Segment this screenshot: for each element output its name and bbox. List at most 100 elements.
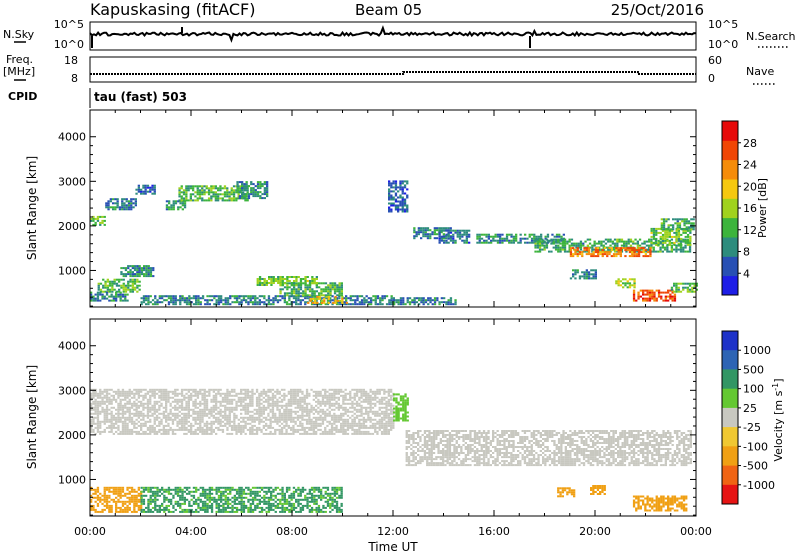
echo-cell bbox=[222, 303, 225, 306]
echo-cell bbox=[324, 428, 327, 431]
echo-cell bbox=[572, 253, 575, 256]
echo-cell bbox=[557, 244, 560, 247]
echo-cell bbox=[572, 247, 575, 250]
echo-cell bbox=[117, 394, 120, 397]
echo-cell bbox=[290, 292, 293, 295]
echo-cell bbox=[670, 286, 674, 289]
echo-cell bbox=[602, 244, 605, 247]
echo-cell bbox=[310, 424, 313, 427]
echo-cell bbox=[387, 404, 390, 407]
echo-cell bbox=[119, 508, 122, 511]
echo-cell bbox=[178, 426, 181, 429]
echo-cell bbox=[385, 390, 388, 393]
echo-cell bbox=[221, 392, 225, 395]
echo-cell bbox=[242, 398, 245, 401]
echo-cell bbox=[379, 299, 382, 302]
echo-cell bbox=[297, 288, 300, 291]
echo-cell bbox=[272, 297, 275, 300]
echo-cell bbox=[394, 184, 398, 187]
echo-cell bbox=[620, 240, 624, 243]
echo-cell bbox=[367, 410, 370, 413]
echo-cell bbox=[124, 430, 127, 433]
echo-cell bbox=[443, 239, 446, 242]
echo-cell bbox=[153, 390, 156, 393]
echo-cell bbox=[299, 416, 302, 419]
echo-cell bbox=[592, 269, 595, 272]
echo-cell bbox=[94, 508, 97, 511]
echo-cell bbox=[503, 237, 506, 240]
echo-cell bbox=[256, 183, 260, 186]
echo-cell bbox=[170, 208, 173, 211]
echo-cell bbox=[568, 250, 571, 253]
echo-cell bbox=[237, 422, 240, 425]
echo-cell bbox=[144, 432, 147, 435]
echo-cell bbox=[558, 241, 561, 244]
echo-cell bbox=[358, 404, 361, 407]
echo-cell bbox=[679, 282, 683, 285]
echo-cell bbox=[226, 396, 229, 399]
echo-cell bbox=[445, 227, 448, 230]
echo-cell bbox=[92, 428, 95, 431]
echo-cell bbox=[165, 402, 168, 405]
echo-cell bbox=[265, 392, 268, 395]
echo-cell bbox=[319, 392, 322, 395]
echo-cell bbox=[151, 390, 154, 393]
echo-cell bbox=[684, 239, 687, 242]
echo-cell bbox=[171, 406, 175, 409]
echo-cell bbox=[283, 292, 287, 295]
echo-cell bbox=[269, 396, 272, 399]
echo-cell bbox=[151, 408, 154, 411]
echo-cell bbox=[279, 295, 282, 298]
echo-cell bbox=[321, 422, 325, 425]
echo-cell bbox=[496, 239, 500, 242]
echo-cell bbox=[280, 418, 284, 421]
echo-cell bbox=[133, 404, 136, 407]
echo-cell bbox=[231, 301, 234, 304]
echo-cell bbox=[399, 196, 402, 199]
echo-cell bbox=[303, 398, 306, 401]
echo-cell bbox=[315, 416, 318, 419]
echo-cell bbox=[215, 295, 218, 298]
echo-cell bbox=[94, 492, 97, 495]
echo-cell bbox=[162, 388, 165, 391]
echo-cell bbox=[285, 404, 288, 407]
echo-cell bbox=[274, 418, 277, 421]
echo-cell bbox=[480, 241, 484, 244]
echo-cell bbox=[579, 240, 583, 243]
echo-cell bbox=[285, 394, 288, 397]
echo-cell bbox=[695, 282, 698, 285]
echo-cell bbox=[201, 193, 204, 196]
echo-cell bbox=[146, 432, 150, 435]
echo-cell bbox=[664, 295, 667, 298]
echo-cell bbox=[328, 400, 331, 403]
echo-cell bbox=[174, 406, 177, 409]
echo-cell bbox=[344, 408, 347, 411]
echo-cell bbox=[679, 246, 683, 249]
echo-cell bbox=[210, 195, 213, 198]
echo-cell bbox=[543, 244, 546, 247]
echo-cell bbox=[171, 422, 175, 425]
echo-cell bbox=[224, 297, 227, 300]
echo-cell bbox=[349, 396, 352, 399]
echo-cell bbox=[390, 404, 393, 407]
echo-cell bbox=[358, 410, 361, 413]
echo-cell bbox=[679, 248, 683, 251]
echo-cell bbox=[297, 292, 300, 295]
echo-cell bbox=[433, 303, 437, 306]
echo-cell bbox=[137, 184, 140, 187]
echo-cell bbox=[137, 504, 140, 507]
echo-cell bbox=[105, 416, 109, 419]
echo-cell bbox=[642, 255, 645, 258]
echo-cell bbox=[187, 199, 190, 202]
y-tick-label: 1000 bbox=[58, 264, 86, 277]
echo-cell bbox=[133, 267, 137, 270]
echo-cell bbox=[403, 198, 407, 201]
echo-cell bbox=[445, 241, 448, 244]
echo-cell bbox=[180, 408, 184, 411]
echo-cell bbox=[132, 202, 135, 205]
echo-cell bbox=[449, 227, 452, 230]
echo-cell bbox=[342, 408, 345, 411]
echo-cell bbox=[158, 301, 161, 304]
echo-cell bbox=[249, 398, 252, 401]
echo-cell bbox=[145, 488, 148, 491]
